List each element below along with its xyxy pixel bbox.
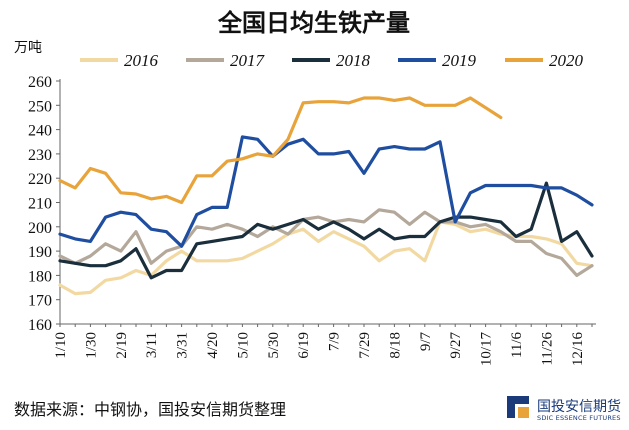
legend: 2016 2017 2018 2019 2020 <box>80 51 584 70</box>
x-tick-label: 1/30 <box>83 332 99 359</box>
x-tick-label: 6/19 <box>296 332 312 359</box>
x-tick-label: 9/27 <box>448 332 464 359</box>
logo-company-name-en: SDIC ESSENCE FUTURES <box>537 414 621 422</box>
x-axis: 1/10 1/30 2/19 3/11 3/31 4/20 5/10 5/30 6/19 7/9 7… <box>53 323 596 367</box>
x-tick-label: 11/6 <box>509 332 525 359</box>
source-note: 数据来源：中钢协，国投安信期货整理 <box>14 400 287 419</box>
series-line-2017 <box>58 208 594 277</box>
y-axis: 160 170 180 190 200 210 220 230 240 250 260 <box>28 74 61 334</box>
x-tick-label: 10/17 <box>479 332 495 367</box>
y-tick-label: 210 <box>28 196 52 213</box>
series-line-2019 <box>58 135 594 248</box>
x-tick-label: 7/9 <box>327 332 343 351</box>
y-axis-unit-label: 万吨 <box>14 40 42 56</box>
x-tick-label: 3/11 <box>144 332 160 358</box>
chart-title: 全国日均生铁产量 <box>217 9 410 37</box>
y-tick-label: 240 <box>28 123 52 140</box>
x-tick-label: 12/16 <box>570 332 586 367</box>
logo-mark-icon <box>505 394 531 420</box>
legend-label: 2020 <box>549 51 584 70</box>
logo-company-name: 国投安信期货 <box>537 399 621 415</box>
y-tick-label: 250 <box>28 98 52 115</box>
series-line-2018 <box>58 181 594 280</box>
y-tick-label: 260 <box>28 74 52 91</box>
legend-label: 2019 <box>442 51 477 70</box>
y-tick-label: 220 <box>28 171 52 188</box>
y-tick-label: 170 <box>28 293 52 310</box>
x-tick-label: 9/7 <box>418 332 434 352</box>
brand-logo: 国投安信期货 SDIC ESSENCE FUTURES <box>505 392 625 426</box>
x-tick-label: 4/20 <box>205 332 221 359</box>
x-tick-label: 1/10 <box>53 332 69 359</box>
y-tick-label: 200 <box>28 220 52 237</box>
x-tick-label: 2/19 <box>114 332 130 359</box>
x-tick-label: 8/18 <box>387 332 403 359</box>
legend-label: 2016 <box>124 51 159 70</box>
x-tick-label: 11/26 <box>539 332 555 366</box>
x-tick-label: 7/29 <box>357 332 373 359</box>
y-tick-label: 160 <box>28 317 52 334</box>
x-tick-label: 5/30 <box>266 332 282 359</box>
y-tick-label: 230 <box>28 147 52 164</box>
x-tick-label: 3/31 <box>175 332 191 359</box>
legend-label: 2017 <box>230 51 266 70</box>
series-line-2020 <box>58 96 503 205</box>
plot-area <box>58 96 594 296</box>
x-tick-label: 5/10 <box>235 332 251 359</box>
legend-label: 2018 <box>336 51 371 70</box>
y-tick-label: 180 <box>28 268 52 285</box>
y-tick-label: 190 <box>28 244 52 261</box>
